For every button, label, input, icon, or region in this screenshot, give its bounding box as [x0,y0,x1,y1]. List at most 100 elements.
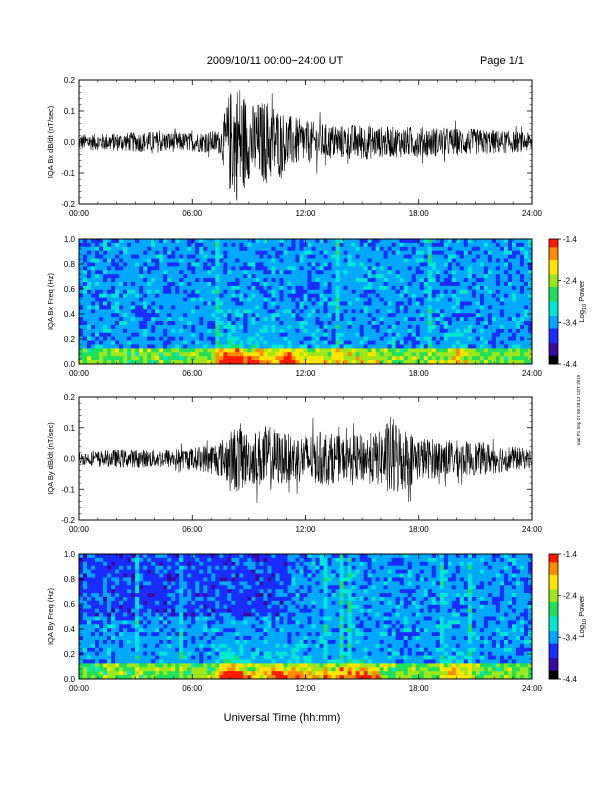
spectrogram-cell [471,262,477,267]
spectrogram-cell [175,344,180,349]
spectrogram-cell [127,639,132,645]
spectrogram-cell [323,262,328,267]
spectrogram-cell [351,270,356,275]
spectrogram-cell [167,608,172,613]
spectrogram-cell [415,321,421,326]
spectrogram-cell [231,305,236,310]
spectrogram-cell [115,285,120,291]
spectrogram-cell [339,328,344,334]
spectrogram-cell [447,285,453,291]
spectrogram-cell [443,317,449,322]
spectrogram-cell [375,305,380,310]
spectrogram-cell [203,352,208,357]
spectrogram-cell [335,332,340,337]
spectrogram-cell [507,278,513,283]
spectrogram-cell [315,289,320,294]
spectrogram-cell [99,600,104,606]
spectrogram-cell [387,254,392,259]
spectrogram-cell [303,317,308,322]
spectrogram-cell [183,340,188,345]
spectrogram-cell [87,285,92,291]
spectrogram-cell [95,651,100,656]
spectrogram-cell [371,332,376,337]
spectrogram-cell [523,317,529,322]
spectrogram-cell [147,309,152,314]
spectrogram-cell [183,270,188,275]
spectrogram-cell [355,344,360,349]
spectrogram-cell [175,242,180,248]
spectrogram-cell [179,297,184,302]
spectrogram-cell [151,340,156,345]
spectrogram-cell [103,301,108,306]
spectrogram-cell [419,324,425,330]
spectrogram-cell [95,557,100,563]
spectrogram-cell [167,557,172,563]
spectrogram-cell [83,348,88,353]
spectrogram-cell [483,289,489,294]
spectrogram-cell [343,352,348,357]
spectrogram-cell [347,313,352,318]
spectrogram-cell [99,246,104,252]
spectrogram-cell [323,289,328,294]
spectrogram-cell [323,348,328,353]
spectrogram-cell [419,266,425,271]
spectrogram-cell [455,352,461,357]
spectrogram-cell [375,344,380,349]
spectrogram-cell [339,285,344,291]
spectrogram-cell [115,639,120,645]
spectrogram-cell [319,352,324,357]
spectrogram-cell [139,632,144,637]
spectrogram-cell [287,321,292,326]
spectrogram-cell [343,321,348,326]
spectrogram-cell [291,258,296,263]
spectrogram-cell [203,577,208,582]
spectrogram-cell [95,289,100,294]
spectrogram-cell [331,254,336,259]
spectrogram-cell [523,278,529,283]
spectrogram-cell [207,332,212,337]
spectrogram-cell [447,344,453,349]
spectrogram-cell [203,565,208,570]
spectrogram-cell [439,301,445,306]
spectrogram-cell [279,328,284,334]
spectrogram-cell [351,293,356,298]
spectrogram-cell [167,589,172,594]
spectrogram-cell [183,608,188,613]
spectrogram-cell [447,266,453,271]
spectrogram-cell [183,285,188,291]
spectrogram-cell [143,281,148,287]
spectrogram-cell [319,281,324,287]
spectrogram-cell [399,297,405,302]
spectrogram-cell [99,356,104,361]
spectrogram-cell [187,675,192,680]
spectrogram-cell [399,324,405,330]
spectrogram-cell [147,297,152,302]
spectrogram-cell [391,309,396,314]
spectrogram-cell [211,301,216,306]
spectrogram-cell [91,675,96,680]
spectrogram-cell [147,577,152,582]
spectrogram-cell [203,589,208,594]
spectrogram-cell [359,352,364,357]
spectrogram-cell [87,616,92,621]
spectrogram-cell [119,340,124,345]
spectrogram-cell [195,328,200,334]
spectrogram-cell [183,258,188,263]
spectrogram-cell [407,309,413,314]
spectrogram-cell [231,258,236,263]
spectrogram-cell [179,639,184,645]
spectrogram-cell [183,604,188,609]
spectrogram-cell [295,340,300,345]
spectrogram-cell [215,344,220,349]
spectrogram-cell [527,352,533,357]
spectrogram-cell [123,281,128,287]
spectrogram-cell [179,675,184,680]
spectrogram-cell [419,356,425,361]
spectrogram-cell [239,305,244,310]
bx-spectrogram-panel: 00:00 06:00 12:00 18:00 24:001.00.80.60.40.2… [46,235,543,378]
spectrogram-cell [451,336,457,341]
spectrogram-cell [299,262,304,267]
spectrogram-cell [443,356,449,361]
spectrogram-cell [155,332,160,337]
spectrogram-cell [115,596,120,602]
